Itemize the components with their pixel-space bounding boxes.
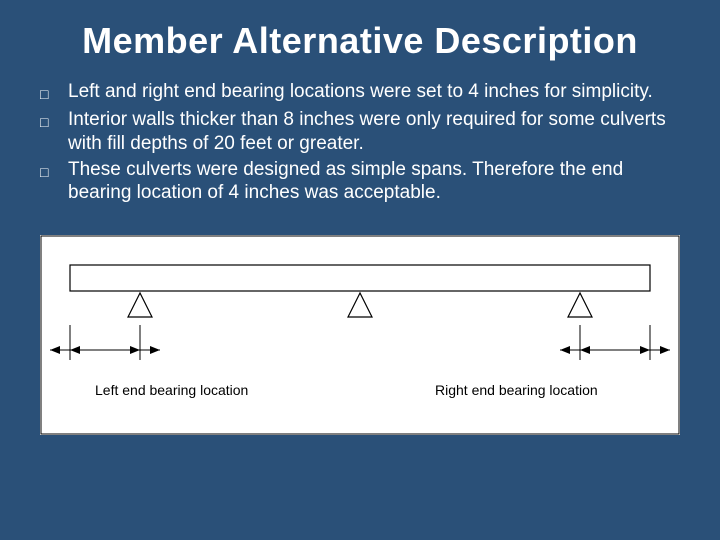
support-right bbox=[568, 293, 592, 317]
bullet-icon: □ bbox=[40, 158, 68, 184]
slide-title: Member Alternative Description bbox=[0, 0, 720, 72]
label-left: Left end bearing location bbox=[95, 382, 248, 398]
bullet-text: Interior walls thicker than 8 inches wer… bbox=[68, 108, 680, 156]
bullet-icon: □ bbox=[40, 108, 68, 134]
list-item: □ Interior walls thicker than 8 inches w… bbox=[40, 108, 680, 156]
list-item: □ These culverts were designed as simple… bbox=[40, 158, 680, 206]
label-right: Right end bearing location bbox=[435, 382, 598, 398]
dim-right bbox=[560, 346, 670, 354]
beam-rect bbox=[70, 265, 650, 291]
beam-svg: Left end bearing location Right end bear… bbox=[40, 235, 680, 435]
beam-diagram: Left end bearing location Right end bear… bbox=[40, 235, 680, 435]
bullet-text: These culverts were designed as simple s… bbox=[68, 158, 680, 206]
bullet-text: Left and right end bearing locations wer… bbox=[68, 80, 680, 104]
bullet-icon: □ bbox=[40, 80, 68, 106]
list-item: □ Left and right end bearing locations w… bbox=[40, 80, 680, 106]
bullet-list: □ Left and right end bearing locations w… bbox=[0, 72, 720, 205]
support-mid bbox=[348, 293, 372, 317]
dim-left bbox=[50, 346, 160, 354]
support-left bbox=[128, 293, 152, 317]
